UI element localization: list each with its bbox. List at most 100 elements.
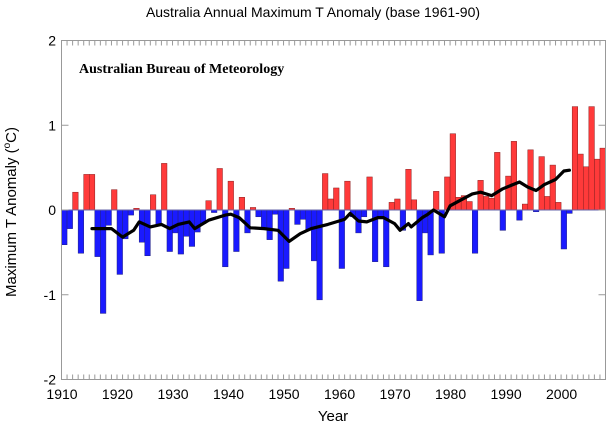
x-tick-label: 1910: [46, 386, 77, 402]
bar: [105, 209, 112, 226]
y-ticks: [61, 40, 606, 380]
y-tick-label: 0: [48, 202, 56, 218]
bar: [427, 209, 434, 256]
bar: [299, 209, 306, 220]
x-tick-label: 1920: [102, 386, 133, 402]
x-tick-label: 1970: [379, 386, 410, 402]
x-axis-label: Year: [318, 408, 348, 425]
bar: [311, 209, 318, 262]
bar: [61, 209, 68, 245]
bar: [494, 152, 501, 211]
bar: [466, 201, 473, 211]
bar: [549, 164, 556, 211]
bar: [150, 194, 157, 211]
bar: [405, 169, 412, 211]
bar: [111, 189, 118, 211]
bar: [499, 209, 506, 231]
bar: [510, 141, 517, 211]
bar: [138, 209, 146, 243]
bar: [316, 209, 323, 301]
bar: [144, 209, 151, 257]
x-tick-label: 2000: [546, 386, 577, 402]
bar: [477, 180, 484, 211]
bar: [216, 168, 223, 211]
bar: [72, 191, 79, 211]
bar: [366, 176, 373, 211]
bar: [472, 209, 479, 254]
bar: [544, 196, 551, 211]
bar: [83, 174, 90, 211]
y-axis-label-prefix: Maximum T Anomaly (: [3, 148, 20, 297]
bar: [327, 198, 334, 211]
x-minor-ticks-top: [61, 40, 606, 46]
bar: [377, 209, 384, 218]
bar: [227, 180, 234, 211]
bar: [94, 209, 101, 257]
bar: [172, 209, 179, 234]
bar: [77, 209, 84, 254]
bar: [566, 209, 573, 214]
y-tick-label: 1: [48, 117, 56, 133]
y-tick-labels: 2 1 0 -1 -2: [44, 33, 57, 388]
bar: [410, 199, 418, 211]
x-tick-label: 1940: [213, 386, 244, 402]
bar: [344, 180, 351, 211]
bar: [555, 202, 562, 211]
bar: [161, 163, 168, 211]
bar: [571, 106, 578, 211]
x-tick-labels: 1910 1920 1930 1940 1950 1960 1970 1980 1990 2000: [46, 386, 577, 402]
y-axis-label: Maximum T Anomaly (oC): [2, 127, 20, 297]
bar: [599, 147, 606, 211]
bar: [594, 158, 601, 211]
x-tick-label: 1990: [491, 386, 522, 402]
bar: [177, 209, 184, 255]
x-tick-label: 1980: [435, 386, 466, 402]
bar: [505, 175, 512, 211]
bar: [361, 209, 368, 218]
bar: [266, 209, 273, 240]
bar: [166, 209, 173, 252]
bar: [516, 209, 523, 221]
bar: [277, 209, 284, 282]
bar: [100, 209, 107, 314]
bar: [272, 209, 279, 215]
x-tick-label: 1960: [324, 386, 355, 402]
bar: [127, 209, 134, 216]
source-annotation: Australian Bureau of Meteorology: [79, 62, 284, 77]
bar: [527, 149, 534, 211]
bar: [577, 153, 584, 211]
running-mean-line: [90, 168, 571, 243]
y-axis-label-suffix: C): [3, 127, 20, 143]
bar: [388, 202, 395, 211]
chart-title: Australia Annual Maximum T Anomaly (base…: [146, 4, 480, 20]
x-tick-label: 1930: [157, 386, 188, 402]
bar: [89, 174, 96, 211]
bar: [488, 197, 495, 211]
bar: [116, 209, 123, 275]
y-tick-label: -2: [44, 372, 57, 388]
bar: [222, 209, 229, 268]
bar: [255, 209, 262, 218]
bar: [483, 196, 490, 211]
y-tick-label: 2: [48, 33, 56, 49]
bar: [205, 200, 212, 211]
bar: [238, 197, 245, 211]
bar: [261, 209, 268, 229]
bar: [449, 133, 456, 211]
x-minor-ticks-bottom: [61, 374, 606, 380]
y-axis-label-degree: o: [2, 142, 13, 148]
bar: [294, 209, 301, 225]
x-tick-label: 1950: [268, 386, 299, 402]
bar: [66, 209, 73, 229]
bar: [394, 198, 401, 211]
bar: [433, 191, 440, 211]
bar: [588, 106, 595, 211]
bar: [583, 166, 590, 211]
y-tick-label: -1: [44, 287, 57, 303]
bar: [322, 173, 329, 211]
bar: [333, 187, 340, 211]
bar: [521, 203, 529, 211]
bars: [61, 106, 606, 314]
bar: [560, 209, 567, 250]
